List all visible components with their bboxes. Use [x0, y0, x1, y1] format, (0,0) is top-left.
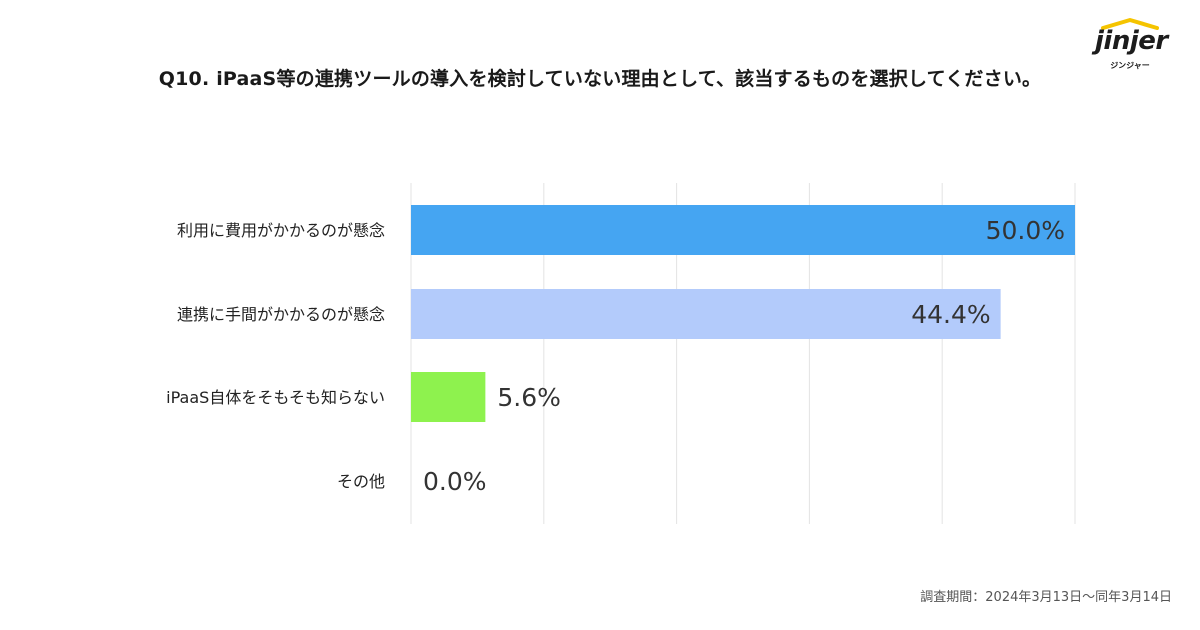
category-label: その他: [337, 472, 385, 491]
value-label: 50.0%: [986, 216, 1065, 245]
category-label: 連携に手間がかかるのが懸念: [177, 305, 385, 324]
bar: [411, 289, 1001, 339]
logo-wordmark: jinjer: [1095, 26, 1168, 56]
category-label: 利用に費用がかかるのが懸念: [177, 221, 385, 240]
value-label: 44.4%: [911, 300, 990, 329]
logo-kana: ジンジャー: [1110, 61, 1150, 70]
chart-title: Q10. iPaaS等の連携ツールの導入を検討していない理由として、該当するもの…: [158, 68, 1042, 90]
value-label: 0.0%: [423, 467, 487, 496]
logo-roof-icon: [1101, 18, 1159, 30]
value-label: 5.6%: [497, 383, 561, 412]
bar: [411, 205, 1075, 255]
jinjer-logo: jinjer ジンジャー: [1095, 16, 1168, 74]
survey-period-note: 調査期間：2024年3月13日〜同年3月14日: [920, 590, 1172, 605]
bar: [411, 372, 486, 422]
category-label: iPaaS自体をそもそも知らない: [166, 388, 385, 407]
